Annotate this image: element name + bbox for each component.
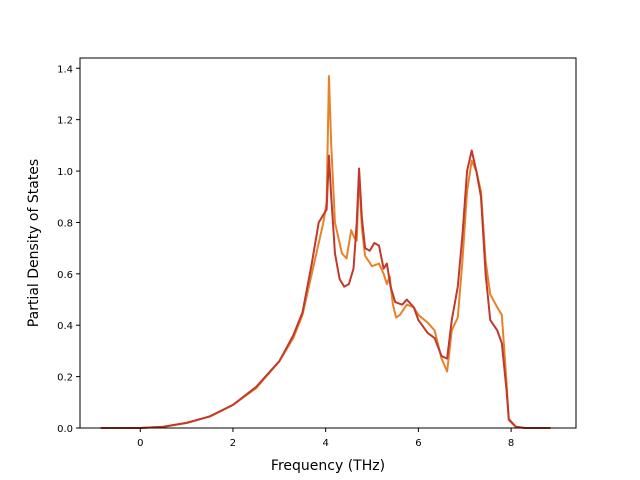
x-tick-label: 6 xyxy=(415,438,421,449)
y-tick-label: 1.4 xyxy=(57,64,73,75)
x-tick-label: 4 xyxy=(322,438,328,449)
x-tick-label: 0 xyxy=(137,438,143,449)
x-tick-label: 8 xyxy=(508,438,514,449)
x-axis-ticks: 0 2 4 6 8 xyxy=(137,428,514,449)
x-axis-label: Frequency (THz) xyxy=(271,458,385,474)
y-tick-label: 1.0 xyxy=(57,167,73,178)
plot-frame xyxy=(79,57,577,429)
y-tick-label: 0.0 xyxy=(57,424,73,435)
y-tick-label: 0.6 xyxy=(57,270,73,281)
x-tick-label: 2 xyxy=(230,438,236,449)
y-tick-label: 0.2 xyxy=(57,373,73,384)
y-tick-label: 0.4 xyxy=(57,321,73,332)
y-tick-label: 1.2 xyxy=(57,116,73,127)
series-layer xyxy=(100,74,551,429)
y-tick-label: 0.8 xyxy=(57,218,73,229)
y-axis-ticks: 0.0 0.2 0.4 0.6 0.8 1.0 1.2 1.4 xyxy=(57,64,80,435)
y-axis-label: Partial Density of States xyxy=(26,159,42,327)
pdos-series-line-2 xyxy=(100,149,551,429)
